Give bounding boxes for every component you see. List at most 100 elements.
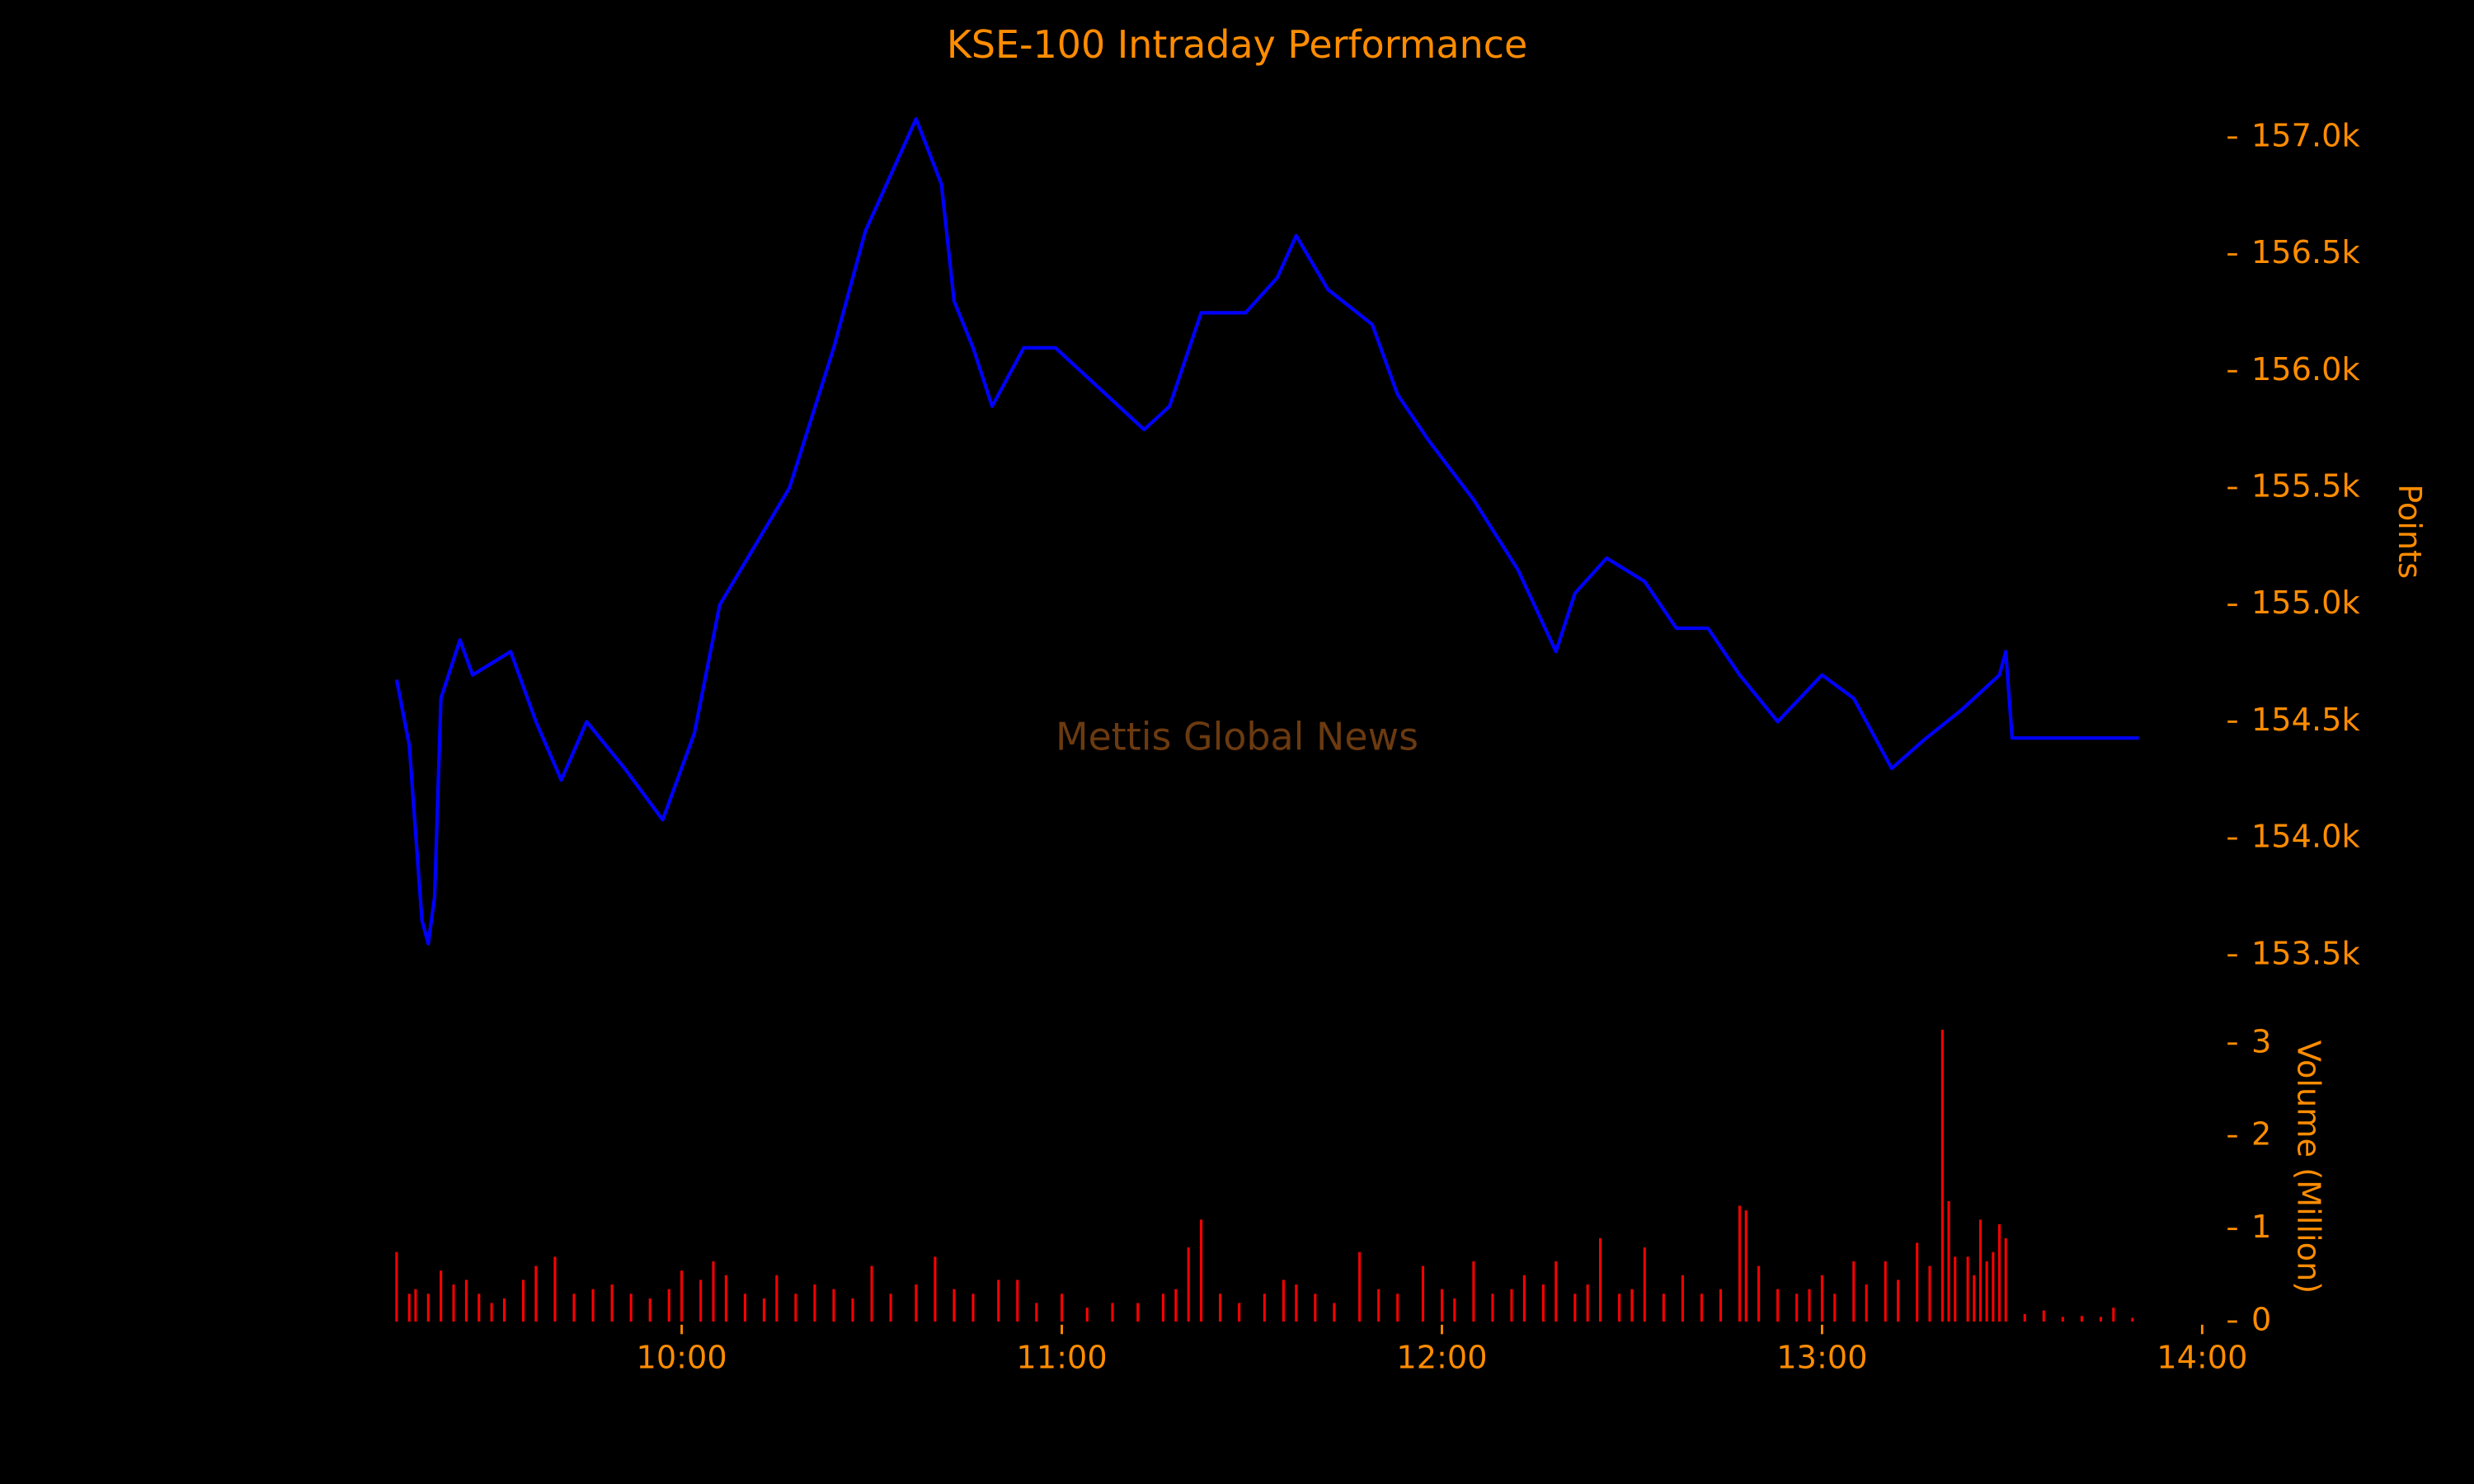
- volume-bar: [2131, 1317, 2134, 1322]
- volume-bar: [648, 1298, 651, 1322]
- x-tick-label: 12:00: [1396, 1339, 1487, 1376]
- y-axis-label: Points: [2391, 484, 2428, 579]
- volume-bar: [1136, 1303, 1140, 1322]
- volume-bar: [1491, 1294, 1494, 1322]
- volume-bar: [889, 1294, 892, 1322]
- volume-bar: [1662, 1294, 1665, 1322]
- volume-bar: [1396, 1294, 1399, 1322]
- volume-bar: [1453, 1298, 1456, 1322]
- volume-bar: [426, 1294, 430, 1322]
- chart-title: KSE-100 Intraday Performance: [947, 22, 1527, 67]
- volume-bar: [1681, 1275, 1684, 1322]
- volume-bar: [1085, 1308, 1089, 1322]
- volume-bar: [2042, 1310, 2045, 1322]
- volume-bar: [1295, 1284, 1298, 1322]
- volume-bar: [1440, 1289, 1444, 1322]
- volume-bar: [1314, 1294, 1317, 1322]
- volume-bar: [1966, 1256, 1969, 1322]
- y-tick-label: 156.0k: [2251, 351, 2361, 388]
- volume-bar: [1997, 1223, 2001, 1322]
- volume-bar: [407, 1294, 411, 1322]
- volume-bar: [1897, 1280, 1900, 1322]
- volume-bar: [1522, 1275, 1526, 1322]
- volume-bar: [1719, 1289, 1723, 1322]
- volume-bar: [572, 1294, 576, 1322]
- volume-bar: [1738, 1205, 1742, 1322]
- volume-bar: [915, 1284, 918, 1322]
- price-line: [394, 117, 2139, 946]
- volume-bar: [1985, 1261, 1988, 1322]
- volume-bar: [2061, 1317, 2064, 1322]
- volume-bar: [1852, 1261, 1856, 1322]
- volume-bar: [870, 1266, 873, 1322]
- y-tick-label: 3: [2251, 1023, 2271, 1060]
- volume-bar: [1928, 1266, 1931, 1322]
- volume-bar: [952, 1289, 956, 1322]
- volume-bar: [1510, 1289, 1513, 1322]
- volume-bar: [629, 1294, 633, 1322]
- volume-bar: [1973, 1275, 1976, 1322]
- y-tick-label: 0: [2251, 1301, 2271, 1338]
- x-tick-label: 11:00: [1016, 1339, 1107, 1376]
- volume-bar: [1978, 1219, 1982, 1322]
- y-axis-label: Volume (Million): [2289, 1040, 2326, 1294]
- y-tick-label: 2: [2251, 1116, 2271, 1153]
- volume-bar: [1954, 1256, 1957, 1322]
- volume-bar: [452, 1284, 455, 1322]
- volume-bar: [997, 1280, 1000, 1322]
- volume-bar: [1333, 1303, 1336, 1322]
- volume-bar: [522, 1280, 525, 1322]
- y-tick-label: 155.0k: [2251, 585, 2361, 622]
- volume-bar: [1630, 1289, 1634, 1322]
- volume-bar: [502, 1298, 506, 1322]
- volume-bar: [1992, 1252, 1995, 1322]
- y-tick-label: 154.5k: [2251, 702, 2361, 739]
- volume-bar: [1916, 1242, 1919, 1322]
- watermark: Mettis Global News: [1056, 715, 1418, 759]
- volume-bar: [464, 1280, 468, 1322]
- volume-bar: [1700, 1294, 1703, 1322]
- volume-bar: [395, 1252, 398, 1322]
- volume-bar: [610, 1284, 614, 1322]
- volume-bar: [1865, 1284, 1868, 1322]
- volume-bar: [534, 1266, 538, 1322]
- volume-bar: [1618, 1294, 1621, 1322]
- volume-bar: [934, 1256, 937, 1322]
- volume-bar: [832, 1289, 835, 1322]
- volume-bar: [1161, 1294, 1164, 1322]
- volume-bar: [1358, 1252, 1362, 1322]
- y-tick-label: 154.0k: [2251, 819, 2361, 856]
- volume-bar: [1282, 1280, 1285, 1322]
- volume-bar: [699, 1280, 703, 1322]
- volume-bar: [724, 1275, 727, 1322]
- volume-bar: [2023, 1313, 2026, 1322]
- y-tick-label: 155.5k: [2251, 467, 2361, 505]
- volume-bar: [813, 1284, 816, 1322]
- volume-bar: [1174, 1289, 1178, 1322]
- volume-bar: [1541, 1284, 1545, 1322]
- volume-bar: [1643, 1247, 1646, 1322]
- x-tick-label: 14:00: [2157, 1339, 2247, 1376]
- volume-bar: [414, 1289, 417, 1322]
- volume-bar: [1035, 1303, 1038, 1322]
- volume-bar: [1808, 1289, 1811, 1322]
- volume-bar: [743, 1294, 746, 1322]
- volume-bar: [775, 1275, 778, 1322]
- volume-bar: [591, 1289, 595, 1322]
- volume-bar: [1757, 1266, 1761, 1322]
- volume-bar: [851, 1298, 854, 1322]
- volume-bar: [490, 1303, 493, 1322]
- volume-bar: [1238, 1303, 1241, 1322]
- volume-bar: [1187, 1247, 1190, 1322]
- x-tick-label: 10:00: [636, 1339, 727, 1376]
- volume-bar: [1744, 1210, 1747, 1322]
- volume-bar: [553, 1256, 557, 1322]
- y-tick-label: 156.5k: [2251, 234, 2361, 271]
- volume-bar: [1940, 1029, 1944, 1322]
- volume-bar: [1111, 1303, 1114, 1322]
- volume-bar: [2099, 1317, 2102, 1322]
- volume-bar: [1586, 1284, 1589, 1322]
